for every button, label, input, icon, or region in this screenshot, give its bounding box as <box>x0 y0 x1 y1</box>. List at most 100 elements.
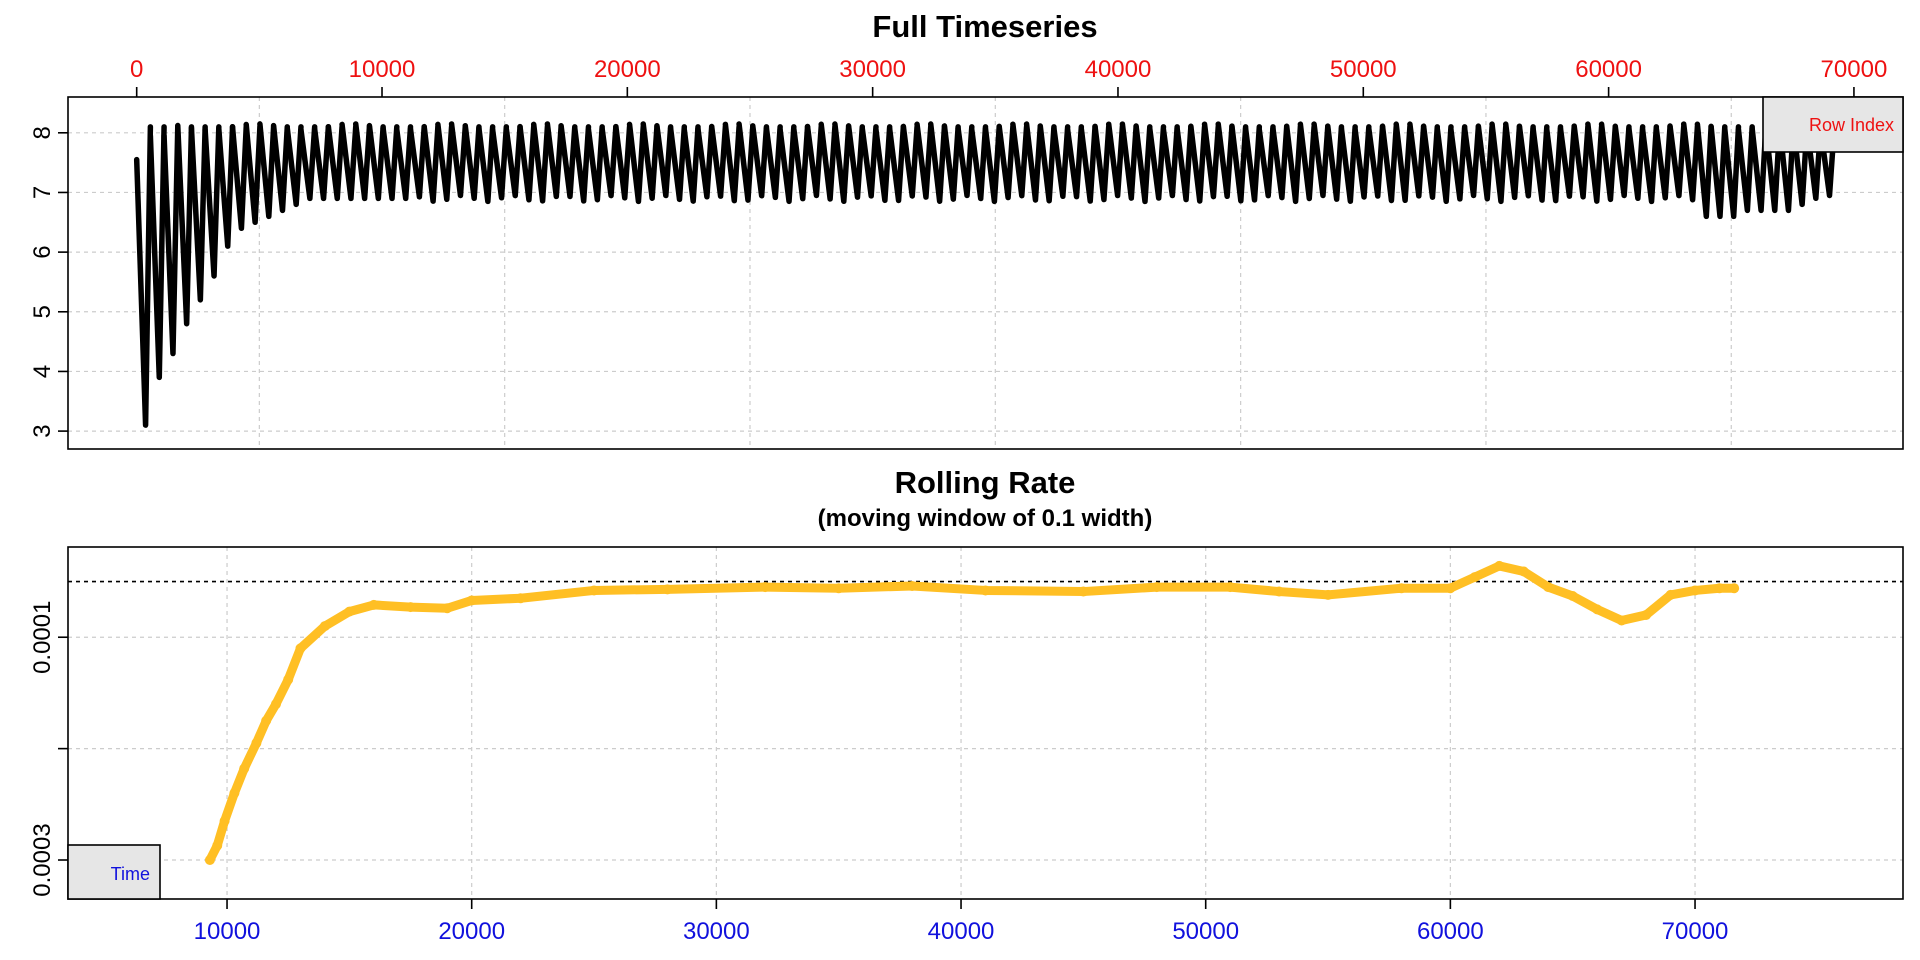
timeseries-cycle <box>832 121 852 205</box>
timeseries-cycle <box>1283 123 1304 205</box>
legend-label-row-index: Row Index <box>1809 115 1894 135</box>
timeseries-cycle <box>804 123 824 199</box>
rolling-rate-point <box>1225 582 1236 593</box>
rolling-rate-title: Rolling Rate <box>895 465 1076 500</box>
timeseries-cycle <box>1092 123 1112 203</box>
timeseries-cycle <box>1626 124 1646 202</box>
timeseries-cycle <box>1160 124 1180 199</box>
timeseries-cycle <box>777 124 797 205</box>
timeseries-cycle <box>1475 123 1495 202</box>
x-tick-label: 20000 <box>594 56 661 83</box>
timeseries-cycle <box>654 123 674 199</box>
timeseries-cycle <box>380 124 400 202</box>
rolling-rate-line <box>205 561 1739 865</box>
rolling-rate-points <box>204 560 1740 866</box>
rolling-rate-point <box>442 603 453 614</box>
timeseries-cycle <box>133 124 154 428</box>
rolling-rate-point <box>760 582 771 593</box>
timeseries-cycle <box>572 124 592 204</box>
timeseries-cycle <box>489 124 510 201</box>
timeseries-cycle <box>229 124 249 232</box>
timeseries-cycle <box>1325 123 1345 202</box>
y-tick-label: 8 <box>29 126 56 139</box>
timeseries-cycle <box>1680 121 1701 203</box>
timeseries-cycle <box>448 121 469 199</box>
timeseries-cycle <box>1037 123 1057 204</box>
rolling-rate-point <box>1714 583 1725 594</box>
timeseries-cycle <box>681 124 701 204</box>
timeseries-cycle <box>1023 121 1044 203</box>
timeseries-cycle <box>1311 121 1331 199</box>
rolling-rate-point <box>1543 582 1554 593</box>
timeseries-cycle <box>1653 124 1673 201</box>
rolling-rate-point <box>1641 609 1652 620</box>
timeseries-cycle <box>1147 124 1167 201</box>
y-tick-label: 0.0003 <box>29 823 56 896</box>
timeseries-cycle <box>1516 123 1536 199</box>
timeseries-cycle <box>270 122 291 214</box>
x-tick-label: 40000 <box>928 918 995 945</box>
timeseries-cycle <box>147 124 167 381</box>
timeseries-cycle <box>859 124 879 199</box>
timeseries-cycle <box>1215 121 1235 200</box>
timeseries-y-axis: 3 4 5 6 7 8 <box>29 126 68 438</box>
rolling-rate-grid <box>68 547 1903 899</box>
timeseries-cycle <box>982 124 1002 205</box>
x-tick-label: 30000 <box>683 918 750 945</box>
timeseries-cycle <box>517 123 537 203</box>
rolling-rate-point <box>1494 560 1505 571</box>
timeseries-cycle <box>298 124 318 202</box>
timeseries-cycle <box>1366 124 1386 199</box>
x-tick-label: 10000 <box>349 56 416 83</box>
rolling-rate-panel: Rolling Rate (moving window of 0.1 width… <box>29 465 1904 945</box>
timeseries-cycle <box>914 121 934 200</box>
rolling-rate-point <box>319 621 330 632</box>
rolling-rate-point <box>1665 589 1676 600</box>
rolling-rate-point <box>212 840 223 851</box>
timeseries-cycle <box>1010 121 1030 199</box>
timeseries-cycle <box>530 121 551 204</box>
timeseries-cycle <box>1448 124 1468 202</box>
rolling-rate-legend[interactable]: Time <box>67 844 161 900</box>
timeseries-cycle <box>1379 123 1399 204</box>
timeseries-cycle <box>325 123 345 202</box>
timeseries-cycle <box>1639 124 1660 205</box>
y-tick-label: 0.0001 <box>29 601 56 674</box>
timeseries-cycle <box>558 122 578 200</box>
rolling-rate-point <box>261 715 272 726</box>
timeseries-cycle <box>599 124 619 199</box>
rolling-rate-point <box>295 643 306 654</box>
timeseries-cycle <box>900 123 920 199</box>
timeseries-cycle <box>216 124 236 249</box>
timeseries-cycle <box>1530 124 1550 203</box>
timeseries-cycle <box>339 121 359 202</box>
y-tick-label: 4 <box>29 365 56 378</box>
timeseries-cycle <box>1544 124 1564 204</box>
rolling-rate-point <box>219 816 230 827</box>
timeseries-cycle <box>175 122 195 327</box>
timeseries-title: Full Timeseries <box>872 9 1097 44</box>
timeseries-cycle <box>1297 121 1317 202</box>
rolling-rate-point <box>466 595 477 606</box>
timeseries-cycle <box>503 124 523 199</box>
timeseries-cycle <box>1667 123 1687 199</box>
timeseries-cycle <box>1201 121 1221 200</box>
x-tick-label: 70000 <box>1662 918 1729 945</box>
timeseries-cycle <box>1735 124 1755 214</box>
timeseries-cycle <box>1420 123 1441 200</box>
rolling-rate-point <box>405 602 416 613</box>
rolling-rate-point <box>1592 604 1603 615</box>
timeseries-cycle <box>1078 124 1098 204</box>
rolling-rate-point <box>1616 615 1627 626</box>
rolling-rate-point <box>204 855 215 866</box>
timeseries-legend[interactable]: Row Index <box>1762 96 1904 153</box>
timeseries-cycle <box>1105 121 1126 199</box>
rolling-rate-point <box>515 593 526 604</box>
timeseries-cycle <box>1502 121 1523 201</box>
timeseries-cycle <box>1051 124 1071 200</box>
timeseries-frame <box>67 96 1904 450</box>
timeseries-cycle <box>1585 121 1605 204</box>
timeseries-cycle <box>161 124 181 357</box>
rolling-rate-point <box>1323 589 1334 600</box>
